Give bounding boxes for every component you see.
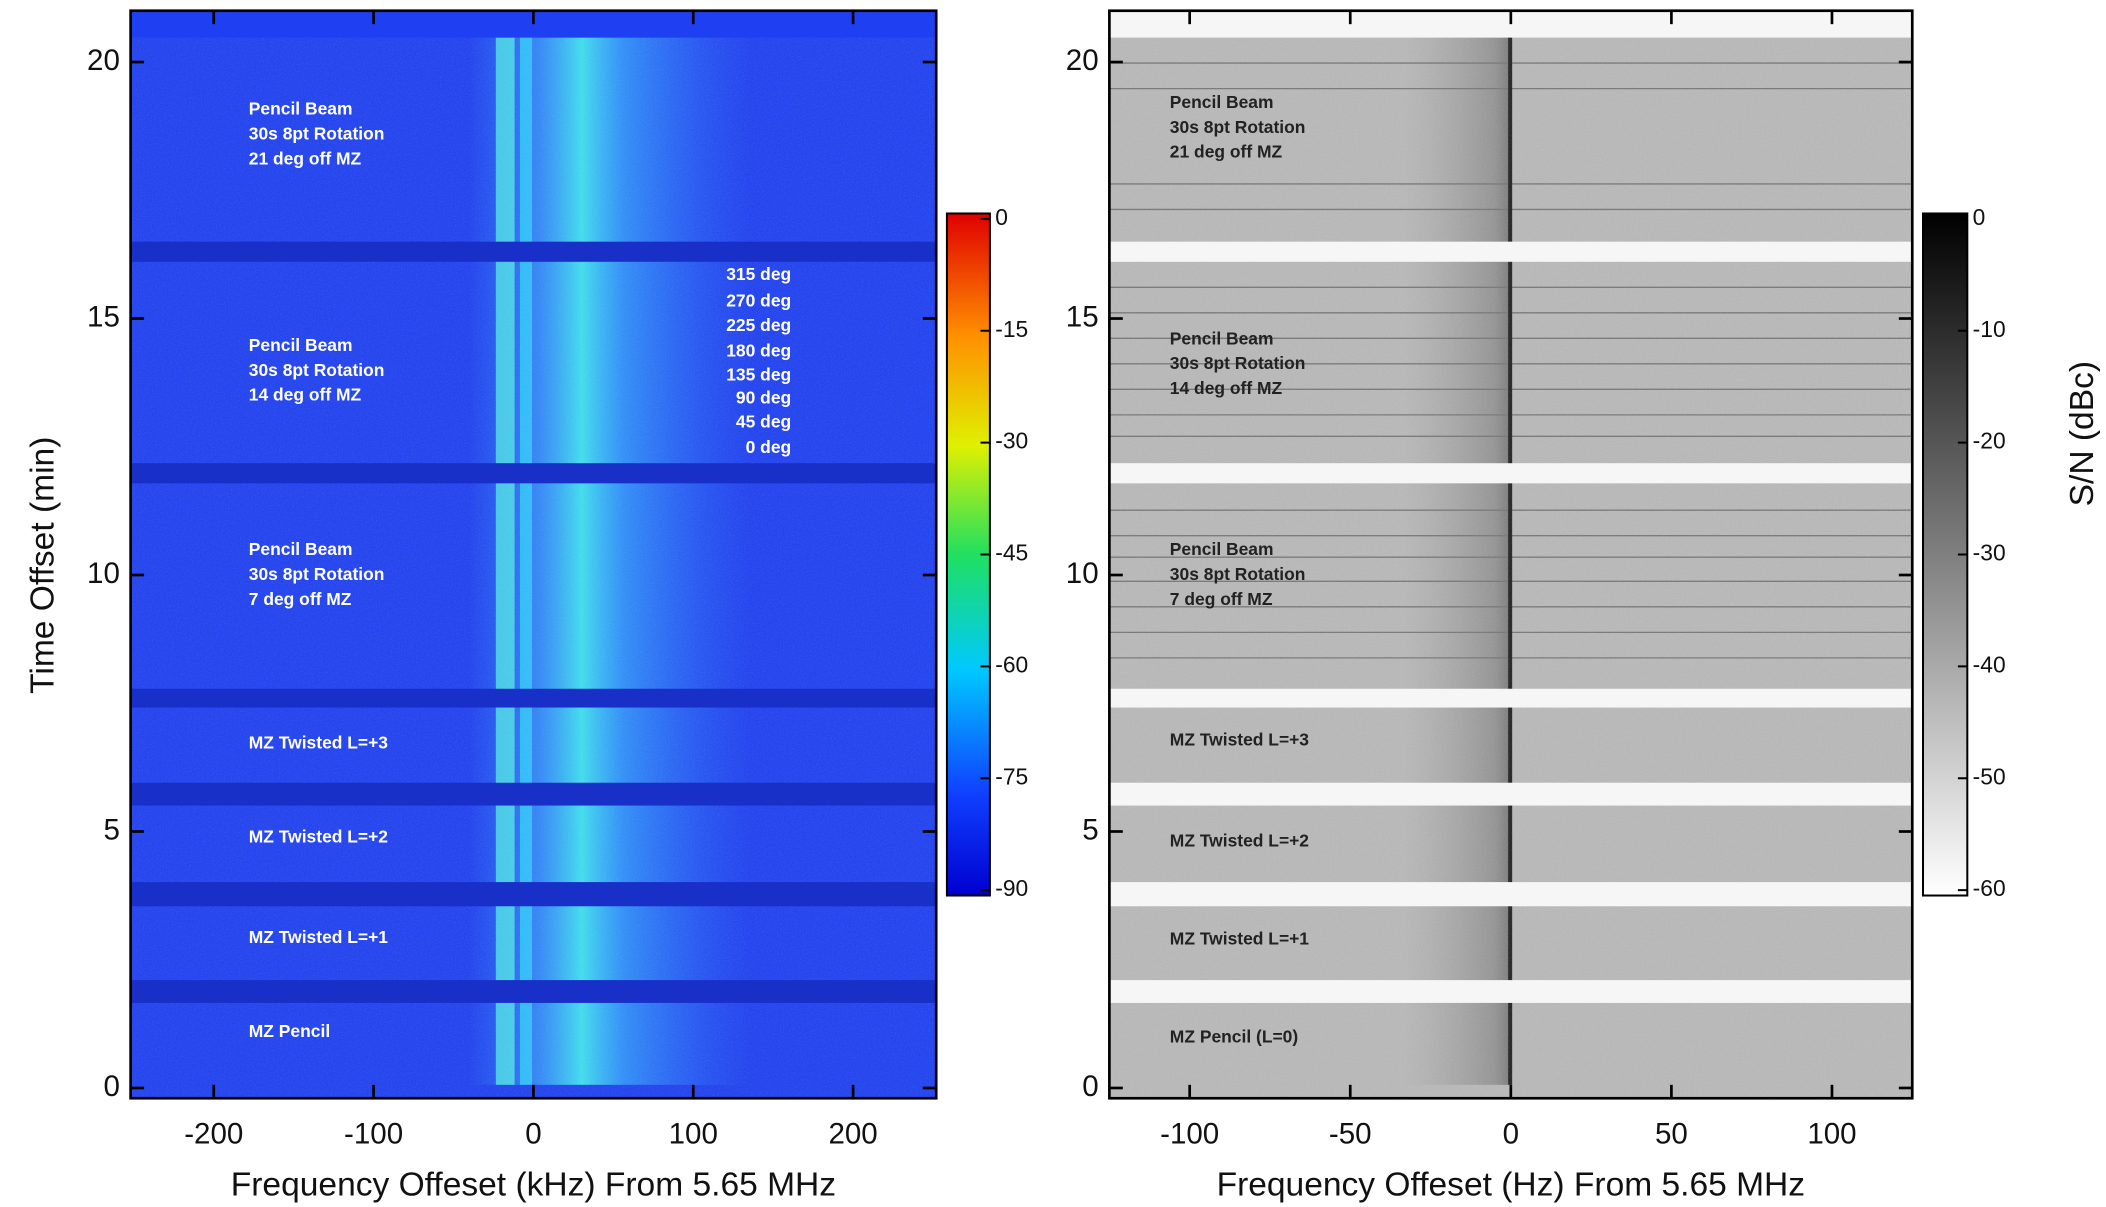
annotation: MZ Twisted L=+1 [249, 927, 389, 947]
colorbar-tick-label: -40 [1973, 651, 2006, 677]
colorbar-tick-label: -60 [995, 651, 1028, 677]
annotation: 7 deg off MZ [1170, 589, 1273, 609]
annotation: Pencil Beam [249, 99, 353, 119]
colorbar-tick-label: 0 [995, 204, 1008, 230]
annotation: MZ Twisted L=+2 [1170, 830, 1309, 850]
gap-band [130, 463, 937, 484]
x-tick-label: 0 [1503, 1118, 1519, 1151]
annotation: Pencil Beam [1170, 92, 1274, 112]
plot-area: -200 -100 0 100 200 0 5 10 15 20 Frequency Offeset… [25, 9, 1028, 1204]
angle-label: 270 deg [726, 291, 791, 311]
angle-label: 135 deg [726, 365, 791, 385]
annotation: MZ Twisted L=+1 [1170, 928, 1310, 948]
colorbar-tick-label: -20 [1973, 428, 2006, 454]
annotation: 14 deg off MZ [1170, 378, 1283, 398]
y-tick-label: 10 [1066, 557, 1099, 590]
colorbar-tick-label: -45 [995, 540, 1028, 566]
colorbar-tick-label: -75 [995, 763, 1028, 789]
x-tick-label: -100 [344, 1118, 403, 1151]
angle-label: 180 deg [726, 340, 791, 360]
x-tick-label: -200 [184, 1118, 243, 1151]
gap-band [130, 241, 937, 262]
annotation: 30s 8pt Rotation [249, 360, 385, 380]
gap-band [130, 980, 937, 1003]
y-tick-label: 20 [87, 44, 120, 77]
colorbar-tick-label: -50 [1973, 763, 2006, 789]
annotation: 7 deg off MZ [249, 589, 352, 609]
annotation: 21 deg off MZ [1170, 142, 1283, 162]
annotation: 30s 8pt Rotation [1170, 564, 1306, 584]
x-tick-label: 0 [525, 1118, 541, 1151]
x-tick-label: -100 [1160, 1118, 1219, 1151]
annotation: 14 deg off MZ [249, 385, 362, 405]
colorbar-tick-label: -30 [995, 428, 1028, 454]
gap-band [130, 782, 937, 806]
gap-band [1109, 980, 1913, 1003]
x-tick-label: -50 [1329, 1118, 1372, 1151]
annotation: 30s 8pt Rotation [249, 124, 385, 144]
annotation: MZ Twisted L=+2 [249, 826, 388, 846]
annotation: MZ Twisted L=+3 [249, 732, 389, 752]
x-axis-label: Frequency Offeset (Hz) From 5.65 MHz [1217, 1167, 1805, 1204]
annotation: 30s 8pt Rotation [1170, 353, 1306, 373]
x-tick-label: 200 [828, 1118, 877, 1151]
colorbar-tick-label: -90 [995, 875, 1028, 901]
x-tick-label: 100 [669, 1118, 718, 1151]
annotation: 30s 8pt Rotation [1170, 117, 1306, 137]
spectrogram-noise [1109, 10, 1913, 1099]
y-tick-label: 5 [103, 813, 119, 846]
colorbar-tick-label: -30 [1973, 540, 2006, 566]
gap-band [130, 882, 937, 907]
y-tick-label: 10 [87, 557, 120, 590]
gap-band [1109, 463, 1913, 484]
x-tick-label: 50 [1655, 1118, 1688, 1151]
angle-label: 0 deg [746, 437, 792, 457]
annotation: Pencil Beam [249, 335, 353, 355]
colorbar-tick-label: -10 [1973, 316, 2006, 342]
annotation: Pencil Beam [249, 539, 353, 559]
colorbar-label: S/N (dBc) [2064, 361, 2101, 506]
gap-band [1109, 882, 1913, 907]
x-tick-label: 100 [1807, 1118, 1856, 1151]
gap-band [1109, 241, 1913, 262]
y-tick-label: 0 [103, 1070, 119, 1103]
gap-band [130, 688, 937, 708]
colorbar-tick-label: 0 [1973, 204, 1986, 230]
y-axis-label: Time Offset (min) [25, 437, 62, 694]
angle-label: 315 deg [726, 264, 791, 284]
annotation: 21 deg off MZ [249, 148, 362, 168]
angle-label: 90 deg [736, 387, 791, 407]
colorbar-tick-label: -15 [995, 316, 1028, 342]
annotation: MZ Pencil [249, 1021, 330, 1041]
y-tick-label: 5 [1082, 813, 1098, 846]
spectrogram-noise [130, 10, 937, 1099]
angle-label: 225 deg [726, 315, 791, 335]
y-tick-label: 20 [1066, 44, 1099, 77]
annotation: MZ Pencil (L=0) [1170, 1026, 1298, 1046]
annotation: Pencil Beam [1170, 539, 1274, 559]
gap-band [1109, 688, 1913, 708]
y-tick-label: 0 [1082, 1070, 1098, 1103]
annotation: 30s 8pt Rotation [249, 564, 385, 584]
angle-label: 45 deg [736, 412, 791, 432]
annotation: Pencil Beam [1170, 328, 1274, 348]
x-axis-label: Frequency Offeset (kHz) From 5.65 MHz [231, 1167, 836, 1204]
y-tick-label: 15 [87, 300, 120, 333]
gap-band [1109, 782, 1913, 806]
annotation: MZ Twisted L=+3 [1170, 730, 1310, 750]
y-tick-label: 15 [1066, 300, 1099, 333]
colorbar-tick-label: -60 [1973, 875, 2006, 901]
